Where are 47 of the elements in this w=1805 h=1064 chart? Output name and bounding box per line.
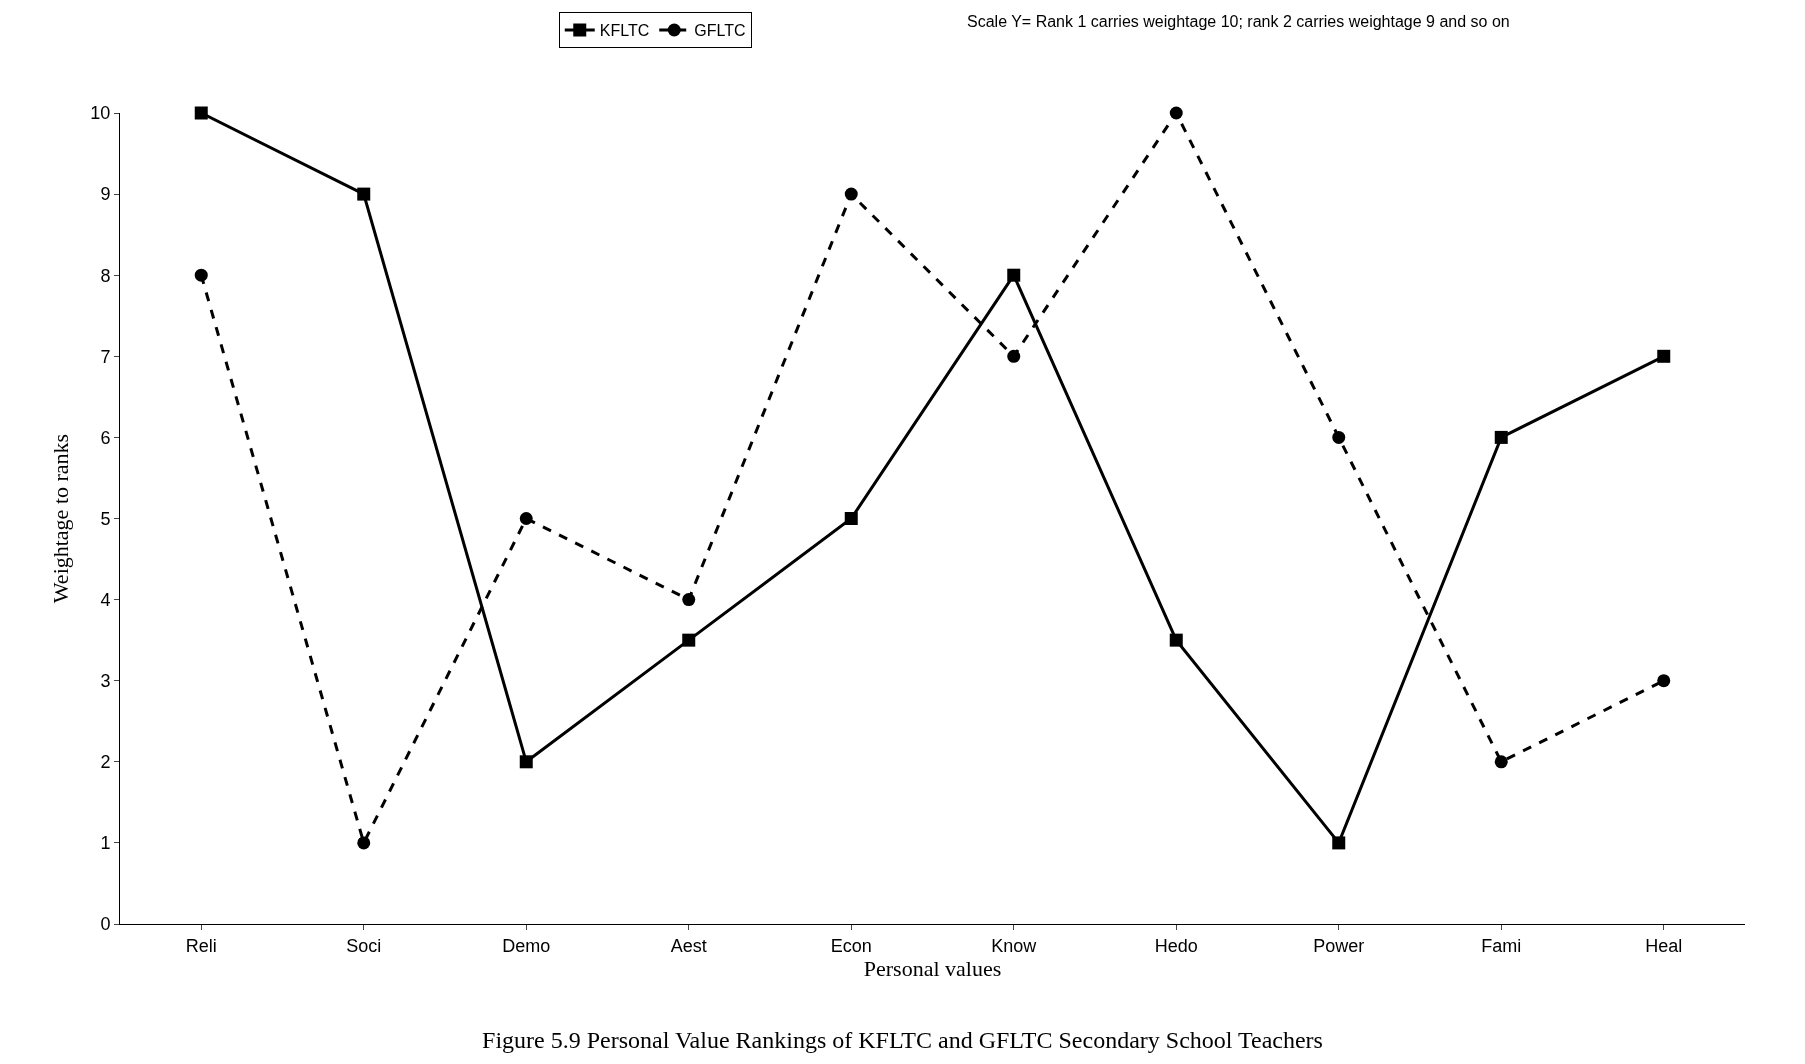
y-tick-label: 3 — [100, 671, 111, 691]
y-tick-label: 9 — [100, 184, 111, 205]
x-tick-label: Aest — [670, 935, 707, 956]
x-axis-title: Personal values — [863, 955, 1002, 981]
x-tick-label: Know — [991, 935, 1038, 956]
text: Scale Y= Rank 1 carries weightage 10; rank 2 carries weightage 9 and so on — [967, 13, 1510, 30]
y-tick-label: 10 — [90, 103, 111, 124]
y-tick-label: 5 — [100, 508, 111, 529]
point — [1332, 430, 1346, 444]
point — [844, 187, 858, 201]
x-tick-label: Demo — [502, 935, 551, 956]
point — [682, 633, 696, 647]
y-tick-label: 7 — [100, 346, 111, 367]
y-tick-label: 0 — [100, 914, 111, 935]
y-tick-label: 8 — [100, 265, 111, 286]
point — [1494, 430, 1508, 444]
text: Figure 5.9 Personal Value Rankings of KFLTC and GFLTC Secondary School Teachers — [482, 1027, 1323, 1054]
point — [682, 593, 696, 607]
y-axis-title: Weightage to ranks — [48, 433, 74, 604]
point — [519, 512, 533, 525]
point — [1494, 755, 1508, 769]
point — [519, 755, 533, 769]
legend-label: GFLTC — [694, 22, 746, 40]
legend-label: KFLTC — [599, 22, 650, 40]
y-tick-label: 2 — [100, 752, 111, 773]
point — [194, 268, 208, 282]
point — [1332, 836, 1346, 850]
point — [194, 106, 208, 120]
x-tick-label: Power — [1313, 935, 1365, 956]
point — [1657, 674, 1671, 688]
point — [1007, 349, 1021, 363]
point — [1657, 349, 1671, 363]
y-tick-label: 1 — [100, 833, 111, 854]
point — [1169, 633, 1183, 647]
y-tick-label: 4 — [100, 589, 111, 610]
point — [357, 836, 371, 850]
x-tick-label: Hedo — [1154, 935, 1198, 956]
x-tick-label: Heal — [1645, 935, 1683, 956]
point — [1007, 268, 1021, 282]
point — [357, 187, 371, 201]
x-tick-label: Reli — [185, 935, 217, 956]
x-tick-label: Soci — [346, 935, 382, 956]
x-tick-label: Econ — [830, 935, 872, 956]
y-tick-label: 6 — [100, 427, 111, 448]
point — [1169, 106, 1183, 120]
point — [844, 512, 858, 525]
x-tick-label: Fami — [1481, 935, 1522, 956]
